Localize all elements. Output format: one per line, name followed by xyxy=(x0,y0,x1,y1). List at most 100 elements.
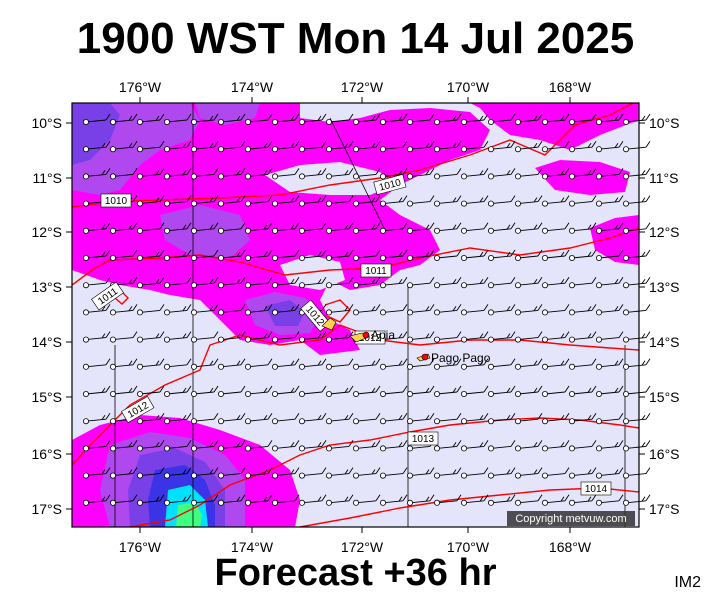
wind-barb xyxy=(406,168,435,180)
wind-barb xyxy=(325,276,354,289)
wind-barb xyxy=(596,440,624,452)
wind-barb xyxy=(190,467,219,479)
wind-barb xyxy=(298,168,327,180)
wind-barb xyxy=(110,358,138,370)
wind-barb xyxy=(596,385,624,397)
wind-barb xyxy=(244,467,273,479)
wind-barb xyxy=(136,276,165,289)
lat-label-right: 12°S xyxy=(649,224,680,240)
wind-barb xyxy=(271,168,300,180)
wind-barb xyxy=(136,440,165,452)
lat-label-left: 11°S xyxy=(33,170,62,186)
wind-barb xyxy=(406,140,435,153)
wind-barb xyxy=(569,304,597,316)
wind-barb xyxy=(433,222,462,234)
wind-barb xyxy=(217,385,246,397)
wind-barb xyxy=(298,331,327,343)
wind-barb xyxy=(487,249,516,261)
wind-barb xyxy=(163,385,192,397)
lat-label-right: 10°S xyxy=(649,115,680,131)
wind-barb xyxy=(433,494,462,506)
wind-barb xyxy=(298,385,327,397)
isobar-label-2: 1010 xyxy=(373,173,407,196)
wind-barb xyxy=(352,494,381,506)
wind-barb xyxy=(190,140,219,153)
wind-barb xyxy=(190,385,219,397)
wind-barb xyxy=(406,358,435,370)
wind-barb xyxy=(460,412,489,425)
wind-barb xyxy=(110,113,138,126)
lat-label-left: 17°S xyxy=(31,501,62,517)
wind-barb xyxy=(271,304,300,316)
svg-text:Copyright metvuw.com: Copyright metvuw.com xyxy=(515,513,626,525)
wind-barb xyxy=(596,140,624,153)
wind-barb xyxy=(623,222,651,234)
wind-barb xyxy=(244,168,273,180)
wind-barb xyxy=(379,113,408,126)
rain-region-east xyxy=(535,160,630,195)
wind-barb xyxy=(136,331,165,343)
wind-barb xyxy=(542,140,570,153)
wind-barb xyxy=(325,412,354,425)
wind-barb xyxy=(569,168,597,180)
wind-barb xyxy=(163,440,192,452)
wind-barb xyxy=(352,467,381,479)
wind-barb xyxy=(271,222,300,234)
wind-barb xyxy=(325,467,354,479)
wind-barb xyxy=(596,331,624,343)
lon-label-top: 174°W xyxy=(231,79,274,95)
wind-barb xyxy=(515,140,543,153)
wind-barb xyxy=(542,249,570,261)
wind-barb xyxy=(379,467,408,479)
wind-barb xyxy=(217,440,246,452)
wind-barb xyxy=(515,113,543,126)
wind-barb xyxy=(352,304,381,316)
wind-barb xyxy=(515,222,543,234)
wind-barb xyxy=(460,195,489,207)
wind-barb xyxy=(596,195,624,207)
wind-barb xyxy=(352,140,381,153)
wind-barb xyxy=(515,358,543,370)
wind-barb xyxy=(542,494,570,506)
wind-barb xyxy=(136,385,165,397)
wind-barb xyxy=(298,358,327,370)
wind-barb xyxy=(217,222,246,234)
wind-barb xyxy=(271,140,300,153)
wind-barb xyxy=(244,140,273,153)
wind-barb xyxy=(406,331,435,343)
wind-barb xyxy=(244,412,273,425)
wind-barb xyxy=(298,276,327,289)
wind-barb xyxy=(487,222,516,234)
wind-barb xyxy=(244,276,273,289)
wind-barb xyxy=(83,440,111,452)
apia-label: Apia xyxy=(371,328,395,342)
wind-barb xyxy=(596,249,624,261)
wind-barb xyxy=(379,249,408,261)
samoa-island xyxy=(321,317,337,331)
wind-barb xyxy=(433,358,462,370)
wind-barb xyxy=(596,358,624,370)
wind-barb xyxy=(352,195,381,207)
wind-barb xyxy=(110,168,138,180)
wind-barb xyxy=(271,440,300,452)
wind-barb xyxy=(244,195,273,207)
wind-barb xyxy=(433,440,462,452)
wind-barb xyxy=(515,467,543,479)
lat-label-left: 13°S xyxy=(31,279,62,295)
wind-barb xyxy=(136,168,165,180)
wind-barb xyxy=(406,113,435,126)
wind-barb xyxy=(190,249,219,261)
wind-barb xyxy=(542,222,570,234)
isobar-label-1: 1010 xyxy=(100,193,132,208)
wind-barb xyxy=(623,331,651,343)
lon-label-bottom: 170°W xyxy=(447,539,490,555)
wind-barb xyxy=(406,195,435,207)
wind-barb xyxy=(460,331,489,343)
wind-barb xyxy=(217,331,246,343)
wind-barb xyxy=(136,304,165,316)
wind-barb xyxy=(136,467,165,479)
wind-barb xyxy=(271,113,300,126)
wind-barb xyxy=(623,249,651,261)
wind-barb xyxy=(569,412,597,425)
wind-barb xyxy=(569,494,597,506)
